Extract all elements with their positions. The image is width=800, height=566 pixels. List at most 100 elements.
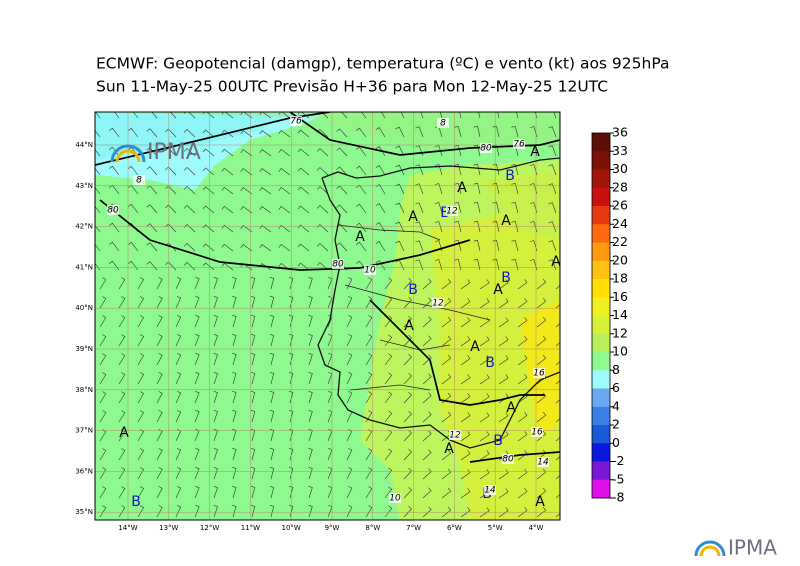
wind-barb bbox=[278, 130, 291, 138]
wind-barb bbox=[395, 202, 405, 214]
wind-barb bbox=[240, 187, 253, 195]
wind-barb bbox=[194, 334, 200, 347]
colorbar-segment bbox=[592, 479, 610, 499]
wind-barb bbox=[536, 430, 547, 442]
wind-barb bbox=[517, 469, 528, 480]
wind-barb bbox=[316, 186, 329, 195]
colorbar-segment bbox=[592, 388, 610, 408]
wind-barb bbox=[118, 315, 126, 328]
lon-label: 8°W bbox=[365, 524, 380, 532]
wind-barb bbox=[156, 391, 163, 404]
contour-label: 80 bbox=[480, 144, 492, 154]
wind-barb bbox=[146, 223, 158, 233]
wind-barb bbox=[175, 391, 182, 404]
wind-barb bbox=[434, 202, 443, 214]
wind-barb bbox=[479, 469, 490, 480]
wind-barb bbox=[232, 315, 237, 328]
wind-barb bbox=[221, 129, 234, 138]
wind-barb bbox=[156, 429, 163, 442]
wind-barb bbox=[375, 203, 386, 214]
wind-barb bbox=[269, 315, 275, 328]
wind-barb bbox=[194, 410, 200, 423]
wind-barb bbox=[137, 429, 145, 442]
wind-barb bbox=[297, 167, 310, 176]
colorbar-label: 28 bbox=[612, 179, 628, 194]
wind-barb bbox=[356, 241, 367, 252]
wind-barb bbox=[118, 277, 126, 290]
wind-barb bbox=[202, 167, 215, 176]
wind-barb bbox=[156, 353, 163, 366]
wind-barb bbox=[403, 335, 412, 347]
wind-barb bbox=[232, 486, 237, 499]
wind-barb bbox=[202, 112, 215, 119]
lat-label: 38°N bbox=[75, 386, 93, 394]
wind-barb bbox=[269, 486, 275, 499]
wind-barb bbox=[403, 411, 412, 423]
wind-barb bbox=[269, 467, 275, 480]
wind-barb bbox=[156, 277, 163, 290]
wind-barb bbox=[221, 186, 234, 195]
wind-barb bbox=[184, 129, 196, 138]
low-pressure: B bbox=[485, 355, 495, 371]
wind-barb bbox=[213, 467, 218, 480]
wind-barb bbox=[213, 296, 218, 309]
wind-barb bbox=[156, 372, 163, 385]
colorbar-label: 36 bbox=[612, 125, 628, 140]
wind-barb bbox=[441, 278, 452, 290]
wind-barb bbox=[403, 487, 412, 499]
wind-barb bbox=[269, 353, 275, 366]
wind-barb bbox=[278, 244, 291, 252]
contour-label: 80 bbox=[332, 260, 344, 270]
wind-barb bbox=[498, 507, 509, 518]
wind-barb bbox=[548, 126, 557, 138]
contour-label: 80 bbox=[107, 206, 119, 216]
wind-barb bbox=[459, 112, 462, 119]
wind-barb bbox=[460, 355, 471, 366]
wind-barb bbox=[434, 221, 443, 233]
footer-logo-text: IPMA bbox=[728, 536, 777, 560]
wind-barb bbox=[498, 298, 509, 309]
wind-barb bbox=[232, 410, 237, 423]
wind-barb bbox=[365, 505, 373, 518]
wind-barb bbox=[118, 486, 126, 499]
wind-barb bbox=[297, 262, 310, 271]
wind-barb bbox=[175, 486, 182, 499]
wind-barb bbox=[400, 112, 405, 119]
contour-label-bg bbox=[533, 368, 545, 378]
high-pressure: A bbox=[506, 400, 516, 416]
colorbar-segment bbox=[592, 352, 610, 371]
wind-barb bbox=[422, 430, 432, 442]
wind-barb bbox=[384, 315, 393, 328]
wind-barb bbox=[395, 164, 405, 176]
wind-barb bbox=[250, 391, 256, 404]
coastline bbox=[317, 157, 560, 449]
contour-label: 76 bbox=[513, 140, 525, 150]
wind-barb bbox=[375, 165, 386, 176]
wind-barb bbox=[536, 506, 547, 518]
wind-barb bbox=[250, 448, 256, 461]
wind-barb bbox=[460, 298, 471, 309]
colorbar-label: 0 bbox=[612, 435, 620, 450]
wind-barb bbox=[517, 431, 528, 442]
high-pressure: A bbox=[530, 144, 540, 160]
contour-label: 8 bbox=[440, 119, 446, 129]
wind-barb bbox=[127, 165, 139, 176]
wind-barb bbox=[240, 244, 253, 252]
wind-barb bbox=[184, 186, 196, 195]
wind-barb bbox=[536, 392, 547, 404]
wind-barb bbox=[441, 297, 452, 309]
wind-barb bbox=[454, 182, 462, 195]
colorbar-segment bbox=[592, 315, 610, 335]
wind-barb bbox=[403, 392, 412, 404]
wind-barb bbox=[240, 168, 253, 176]
wind-barb bbox=[460, 488, 471, 499]
wind-barb bbox=[492, 258, 500, 271]
wind-barb bbox=[156, 505, 163, 518]
wind-barb bbox=[553, 112, 557, 119]
colorbar-label: 18 bbox=[612, 271, 628, 286]
wind-barb bbox=[511, 163, 519, 176]
wind-barb bbox=[109, 241, 120, 252]
contour-label-bg bbox=[531, 427, 543, 437]
wind-barb bbox=[346, 296, 353, 309]
wind-barb bbox=[548, 240, 557, 252]
